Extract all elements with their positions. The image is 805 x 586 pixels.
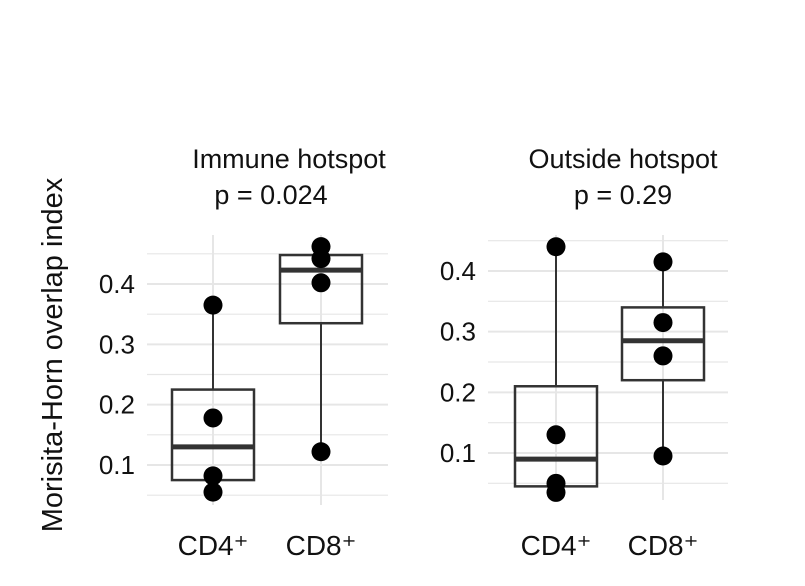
data-point: [546, 425, 566, 445]
y-tick-label: 0.4: [440, 256, 476, 286]
box-iqr: [620, 306, 706, 382]
y-tick-label: 0.4: [99, 269, 135, 299]
x-tick-labels: CD4⁺ CD8⁺: [178, 530, 357, 561]
boxplots: [513, 237, 706, 502]
panel-title: Outside hotspot: [528, 144, 718, 174]
x-tick-label: CD8⁺: [628, 530, 699, 561]
data-point: [653, 252, 673, 272]
data-point: [203, 408, 223, 428]
y-tick-labels: 0.1 0.2 0.3 0.4: [440, 256, 476, 468]
data-point: [203, 466, 223, 486]
data-point: [203, 482, 223, 502]
data-point: [311, 273, 331, 293]
data-point: [311, 442, 331, 462]
data-point: [203, 295, 223, 315]
data-point: [546, 237, 566, 257]
y-tick-label: 0.3: [99, 329, 135, 359]
y-tick-label: 0.2: [440, 377, 476, 407]
y-tick-label: 0.1: [99, 450, 135, 480]
data-point: [653, 346, 673, 366]
data-point: [546, 482, 566, 502]
x-tick-label: CD4⁺: [178, 530, 249, 561]
panel-subtitle: p = 0.29: [574, 180, 672, 210]
x-tick-label: CD8⁺: [286, 530, 357, 561]
boxplots: [170, 237, 364, 502]
y-axis-label: Morisita-Horn overlap index: [37, 177, 69, 532]
grid: [147, 235, 388, 505]
y-tick-label: 0.2: [99, 390, 135, 420]
panel-immune-hotspot: Immune hotspot p = 0.024 0.1 0.2 0.3 0.4 CD…: [99, 144, 388, 561]
y-tick-label: 0.3: [440, 317, 476, 347]
y-tick-labels: 0.1 0.2 0.3 0.4: [99, 269, 135, 480]
data-point: [653, 446, 673, 466]
x-tick-labels: CD4⁺ CD8⁺: [521, 530, 699, 561]
x-tick-label: CD4⁺: [521, 530, 592, 561]
y-tick-label: 0.1: [440, 438, 476, 468]
panel-title: Immune hotspot: [192, 144, 386, 174]
panel-outside-hotspot: Outside hotspot p = 0.29 0.1 0.2 0.3 0.4 CD…: [440, 144, 728, 561]
panel-subtitle: p = 0.024: [214, 180, 327, 210]
data-point: [653, 313, 673, 333]
data-point: [311, 249, 331, 269]
